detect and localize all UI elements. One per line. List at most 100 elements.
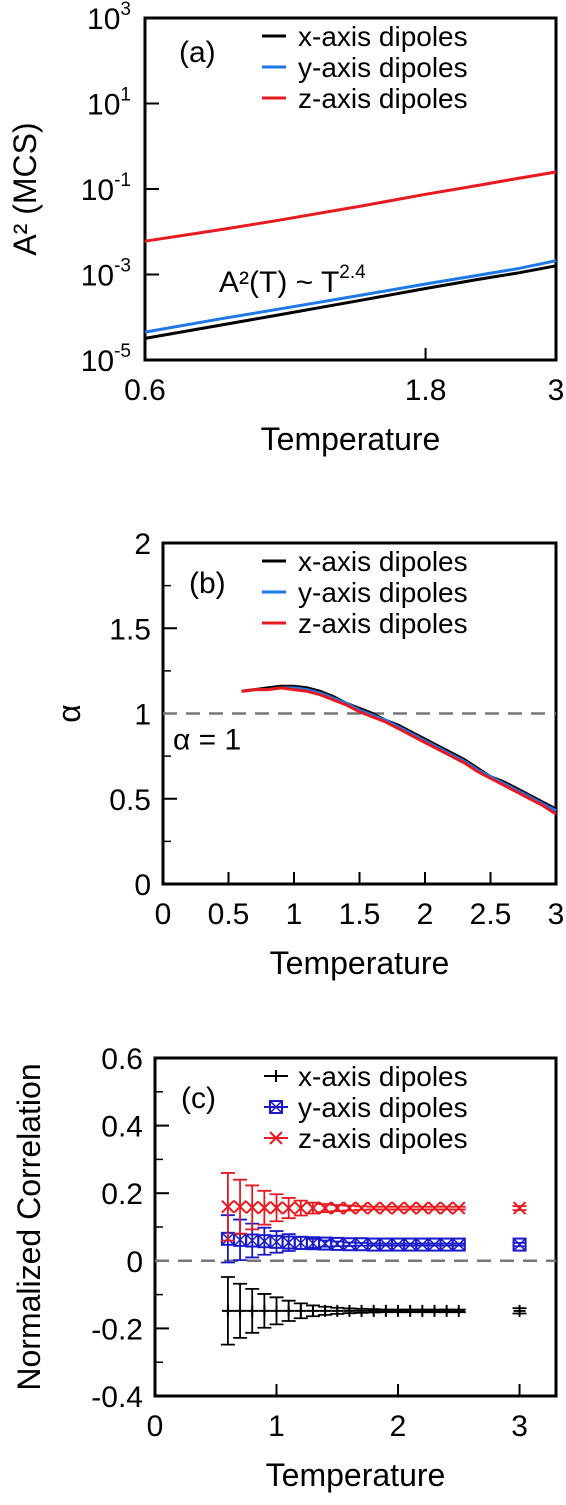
marker-x — [318, 1237, 332, 1251]
y-tick-label: 1 — [134, 699, 151, 732]
data-point — [343, 1304, 356, 1317]
y-tick-label: 0.2 — [101, 1178, 143, 1211]
data-point — [416, 1304, 429, 1317]
data-point — [257, 1201, 272, 1215]
data-point — [330, 1201, 344, 1215]
marker-x — [342, 1237, 356, 1251]
x-tick-label: 3 — [511, 1410, 528, 1443]
y-axis-label: A² (MCS) — [7, 122, 43, 255]
x-tick-label: 1.8 — [405, 374, 447, 407]
marker-x — [440, 1238, 454, 1252]
data-point — [452, 1304, 465, 1317]
legend-entry: x-axis dipoles — [298, 546, 468, 577]
data-point — [367, 1201, 381, 1215]
data-point — [233, 1200, 247, 1214]
y-tick-label: 10-5 — [81, 341, 131, 378]
marker-x — [355, 1237, 369, 1251]
x-tick-label: 0.6 — [124, 374, 166, 407]
panel-label: (b) — [189, 567, 226, 600]
data-point — [246, 1304, 259, 1317]
data-point — [354, 1201, 369, 1215]
x-axis-label: Temperature — [261, 421, 441, 457]
data-point — [379, 1304, 392, 1317]
legend-entry: x-axis dipoles — [298, 1061, 468, 1092]
marker-x — [269, 1235, 284, 1249]
marker-x — [403, 1238, 417, 1252]
legend-entry: z-axis dipoles — [298, 1123, 468, 1154]
legend-entry: y-axis dipoles — [298, 1092, 468, 1123]
data-point — [342, 1237, 357, 1252]
marker-x — [415, 1238, 429, 1252]
x-tick-label: 2 — [417, 898, 434, 931]
data-point — [294, 1304, 307, 1317]
legend-entry: y-axis dipoles — [298, 577, 468, 608]
data-point — [306, 1304, 319, 1317]
y-axis-label: Normalized Correlation — [11, 1063, 47, 1390]
legend-entry: y-axis dipoles — [298, 52, 468, 83]
data-point — [391, 1201, 405, 1215]
data-point — [512, 1237, 527, 1252]
data-point — [440, 1304, 453, 1317]
x-tick-label: 2.5 — [470, 898, 512, 931]
legend-box — [258, 20, 554, 121]
marker-square — [451, 1237, 466, 1252]
data-point — [330, 1236, 345, 1251]
data-point — [439, 1201, 454, 1215]
marker-x — [452, 1238, 466, 1252]
x-tick-label: 0 — [147, 1410, 164, 1443]
data-point — [282, 1304, 295, 1317]
data-point — [391, 1237, 406, 1252]
panel-a: 0.6 1.8 3 10-5 10-3 10-1 101 103 Temperature A² (… — [7, 0, 564, 457]
data-point — [245, 1200, 259, 1215]
y-tick-label: 2 — [134, 528, 151, 561]
series-z-axis-dipoles — [220, 1172, 527, 1242]
y-tick-label: 10-1 — [81, 170, 131, 207]
data-point — [452, 1201, 466, 1215]
x-axis-label: Temperature — [266, 1457, 446, 1493]
marker-x — [367, 1238, 381, 1252]
data-point — [404, 1304, 417, 1317]
data-point — [294, 1201, 308, 1215]
x-tick-label: 1 — [268, 1410, 285, 1443]
legend-entry: x-axis dipoles — [298, 21, 468, 52]
marker-x — [379, 1238, 393, 1252]
data-point — [234, 1304, 247, 1317]
panel-label: (c) — [181, 1082, 216, 1115]
marker-x — [306, 1236, 320, 1250]
y-tick-label: 0.5 — [109, 784, 151, 817]
legend-box — [258, 545, 554, 646]
series-line-y-axis-dipoles — [144, 259, 557, 334]
y-tick-label: 0.6 — [101, 1043, 143, 1076]
y-tick-label: 0 — [134, 869, 151, 902]
reference-label: α = 1 — [173, 724, 241, 757]
data-point — [512, 1201, 527, 1215]
data-point — [403, 1237, 418, 1252]
data-point — [403, 1201, 417, 1215]
data-point — [281, 1201, 296, 1215]
data-point — [318, 1236, 333, 1251]
data-point — [367, 1304, 380, 1317]
data-point — [258, 1304, 271, 1317]
marker-x — [391, 1238, 405, 1252]
series-line-z-axis-dipoles — [144, 170, 557, 243]
data-point — [428, 1304, 441, 1317]
y-tick-label: 103 — [87, 0, 131, 36]
panel-label: (a) — [179, 36, 216, 69]
marker-x — [233, 1233, 247, 1247]
marker-x — [294, 1236, 308, 1250]
data-point — [439, 1237, 454, 1252]
data-point — [355, 1304, 368, 1317]
data-point — [378, 1237, 393, 1252]
data-point — [306, 1201, 320, 1215]
marker-x — [427, 1238, 442, 1252]
data-point — [392, 1304, 405, 1317]
series-y-axis-dipoles — [220, 1214, 527, 1264]
x-tick-label: 1.5 — [339, 898, 381, 931]
data-point — [366, 1237, 381, 1252]
data-point — [221, 1304, 234, 1317]
marker-x — [513, 1238, 527, 1252]
marker-x — [282, 1236, 296, 1250]
series-x-axis-dipoles — [220, 1276, 527, 1346]
data-point — [415, 1201, 430, 1215]
data-point — [331, 1304, 344, 1317]
